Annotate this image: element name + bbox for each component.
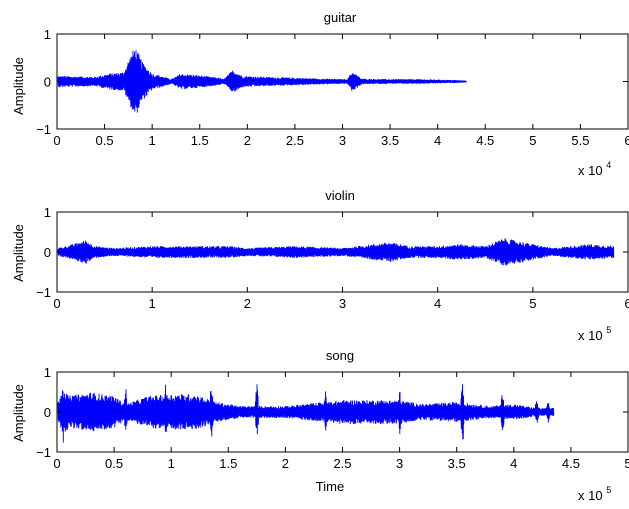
x-ticks: 0 1 2 3 4 5 6: [53, 212, 629, 311]
x-tick-label: 3: [339, 133, 346, 148]
x-tick-label: 1.5: [219, 456, 237, 471]
x-tick-label: 2.5: [333, 456, 351, 471]
x-ticks: 0 0.5 1 1.5 2 2.5 3 3.5 4 4.5 5: [53, 372, 629, 471]
y-tick-label: 1: [44, 205, 51, 220]
panel-title: song: [326, 348, 354, 363]
x-multiplier-text: x 10: [578, 328, 603, 343]
x-tick-label: 2: [244, 296, 251, 311]
x-tick-label: 3.5: [381, 133, 399, 148]
x-tick-label: 4: [434, 133, 441, 148]
x-multiplier-text: x 10: [578, 163, 603, 178]
x-multiplier-label: x 10 5: [578, 485, 611, 503]
x-ticks: 0 0.5 1 1.5 2 2.5 3 3.5 4 4.5 5 5.5 6: [53, 34, 629, 148]
series-line: [57, 384, 555, 443]
x-tick-label: 5: [529, 133, 536, 148]
x-tick-label: 0.5: [96, 133, 114, 148]
x-exponent: 5: [606, 325, 611, 335]
y-tick-label: 0: [44, 75, 51, 90]
x-tick-label: 0: [53, 133, 60, 148]
x-tick-label: 4: [510, 456, 517, 471]
y-axis-label: Amplitude: [11, 224, 26, 282]
x-tick-label: 1: [168, 456, 175, 471]
panel-guitar: guitar Amplitude 0 0.5 1 1.5 2 2.5 3 3.5 4 4.5 5 5.…: [11, 10, 629, 178]
y-tick-label: 1: [44, 27, 51, 42]
x-tick-label: 0: [53, 296, 60, 311]
x-tick-label: 1: [149, 296, 156, 311]
y-axis-label: Amplitude: [11, 57, 26, 115]
y-tick-label: −1: [36, 285, 51, 300]
y-axis-label: Amplitude: [11, 384, 26, 442]
x-tick-label: 2: [244, 133, 251, 148]
x-tick-label: 3: [339, 296, 346, 311]
x-tick-label: 6: [624, 296, 629, 311]
y-tick-label: 1: [44, 365, 51, 380]
x-axis-label: Time: [316, 479, 344, 494]
y-tick-label: −1: [36, 122, 51, 137]
x-exponent: 5: [606, 485, 611, 495]
x-tick-label: 4: [434, 296, 441, 311]
series-line: [57, 50, 467, 113]
wave-group: [57, 238, 615, 266]
x-multiplier-text: x 10: [578, 488, 603, 503]
x-tick-label: 4.5: [562, 456, 580, 471]
panel-song: song Amplitude 0 0.5 1 1.5 2 2.5 3 3.5 4 4.5 5 −10…: [11, 348, 629, 503]
wave-group: [57, 384, 555, 443]
series-line: [57, 238, 615, 266]
panel-title: violin: [325, 188, 355, 203]
panel-title: guitar: [324, 10, 357, 25]
y-tick-label: 0: [44, 245, 51, 260]
x-tick-label: 2: [282, 456, 289, 471]
x-tick-label: 3.5: [448, 456, 466, 471]
x-tick-label: 3: [396, 456, 403, 471]
y-ticks: −1 0 1: [36, 365, 628, 460]
x-tick-label: 4.5: [476, 133, 494, 148]
y-tick-label: 0: [44, 405, 51, 420]
x-tick-label: 1: [149, 133, 156, 148]
x-tick-label: 0.5: [105, 456, 123, 471]
y-ticks: −1 0 1: [36, 27, 628, 137]
y-tick-label: −1: [36, 445, 51, 460]
x-tick-label: 5: [529, 296, 536, 311]
y-ticks: −1 0 1: [36, 205, 628, 300]
x-tick-label: 2.5: [286, 133, 304, 148]
x-tick-label: 1.5: [191, 133, 209, 148]
wave-group: [57, 50, 467, 113]
x-exponent: 4: [606, 160, 611, 170]
x-multiplier-label: x 10 5: [578, 325, 611, 343]
x-tick-label: 5.5: [571, 133, 589, 148]
x-tick-label: 0: [53, 456, 60, 471]
x-tick-label: 6: [624, 133, 629, 148]
x-tick-label: 5: [624, 456, 629, 471]
x-multiplier-label: x 10 4: [578, 160, 611, 178]
